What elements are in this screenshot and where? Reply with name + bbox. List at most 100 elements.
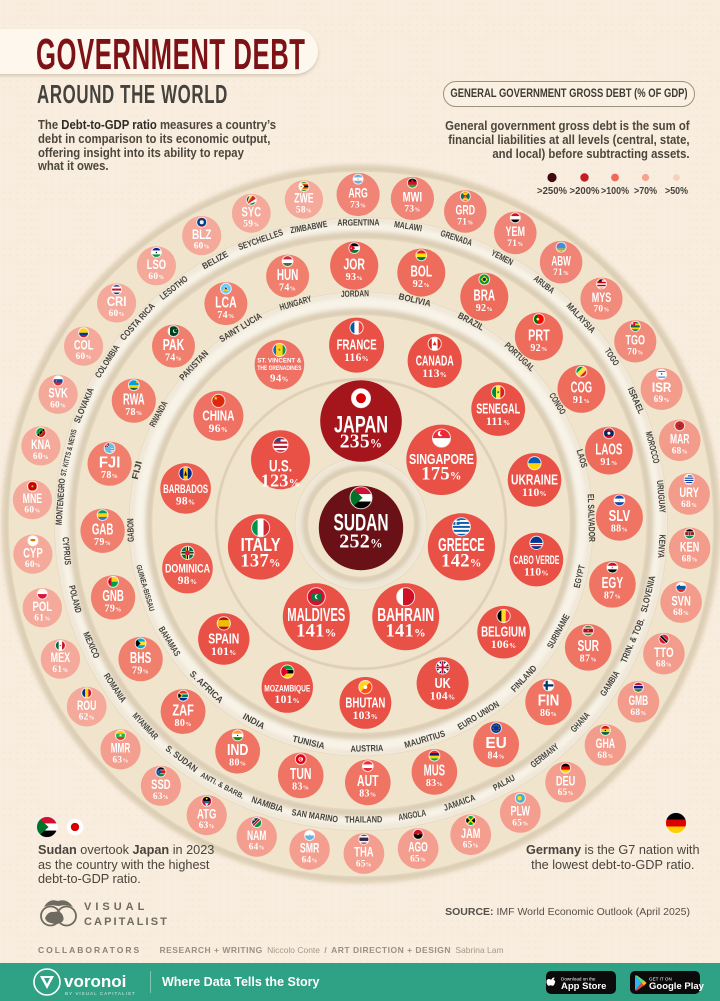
svg-text:GHA: GHA <box>596 735 616 751</box>
svg-text:64%: 64% <box>249 843 265 853</box>
svg-text:IND: IND <box>227 742 249 759</box>
svg-text:58%: 58% <box>296 206 312 216</box>
svg-text:AUT: AUT <box>357 773 379 790</box>
svg-text:68%: 68% <box>673 608 689 618</box>
svg-text:ROU: ROU <box>77 697 97 713</box>
svg-text:65%: 65% <box>558 788 574 798</box>
svg-text:JORDAN: JORDAN <box>341 288 369 299</box>
svg-text:101%: 101% <box>211 646 237 658</box>
svg-text:79%: 79% <box>132 665 149 676</box>
svg-text:92%: 92% <box>530 343 547 354</box>
svg-text:92%: 92% <box>476 303 493 314</box>
svg-text:65%: 65% <box>463 841 479 851</box>
svg-text:TTO: TTO <box>654 644 674 660</box>
svg-text:106%: 106% <box>491 639 517 651</box>
svg-text:ARGENTINA: ARGENTINA <box>337 217 380 227</box>
svg-text:252%: 252% <box>339 531 383 553</box>
svg-text:JAPAN: JAPAN <box>334 412 388 439</box>
svg-text:GREECE: GREECE <box>438 534 485 555</box>
svg-text:U.S.: U.S. <box>269 456 292 475</box>
svg-text:MOZAMBIQUE: MOZAMBIQUE <box>264 684 310 695</box>
svg-text:60%: 60% <box>50 400 66 410</box>
svg-text:71%: 71% <box>507 239 523 249</box>
svg-text:104%: 104% <box>430 690 456 702</box>
svg-text:MALAWI: MALAWI <box>393 219 422 233</box>
svg-text:THA: THA <box>354 844 374 860</box>
svg-text:235%: 235% <box>340 432 383 453</box>
svg-text:BARBADOS: BARBADOS <box>163 482 208 496</box>
svg-text:NAM: NAM <box>247 827 267 843</box>
svg-text:ANGOLA: ANGOLA <box>397 808 427 823</box>
svg-text:MNE: MNE <box>23 490 43 506</box>
svg-text:ABW: ABW <box>551 252 571 268</box>
svg-text:68%: 68% <box>630 708 646 718</box>
svg-text:84%: 84% <box>488 751 505 762</box>
svg-text:SUDAN: SUDAN <box>334 510 389 537</box>
svg-text:CRI: CRI <box>107 293 127 309</box>
svg-text:93%: 93% <box>346 272 363 283</box>
svg-text:74%: 74% <box>165 352 182 363</box>
svg-text:EGY: EGY <box>602 575 624 592</box>
svg-text:FIN: FIN <box>538 693 560 710</box>
svg-text:74%: 74% <box>217 310 234 321</box>
svg-text:ST. VINCENT &: ST. VINCENT & <box>257 358 301 365</box>
svg-text:Google Play: Google Play <box>649 981 705 992</box>
svg-text:>100%: >100% <box>601 186 629 197</box>
svg-text:62%: 62% <box>79 713 95 723</box>
svg-text:SSD: SSD <box>151 776 171 792</box>
svg-text:68%: 68% <box>672 446 688 456</box>
svg-text:YEM: YEM <box>506 223 526 239</box>
svg-text:ARG: ARG <box>348 185 368 201</box>
svg-text:Where Data Tells the Story: Where Data Tells the Story <box>162 975 319 989</box>
svg-text:COL: COL <box>74 336 94 352</box>
svg-text:78%: 78% <box>101 470 118 481</box>
svg-text:LSO: LSO <box>147 256 167 272</box>
svg-text:HUN: HUN <box>277 267 299 284</box>
svg-text:63%: 63% <box>112 755 128 765</box>
svg-text:PRT: PRT <box>528 327 550 344</box>
svg-text:65%: 65% <box>356 860 372 870</box>
svg-text:KEN: KEN <box>680 539 700 555</box>
svg-text:ATG: ATG <box>197 805 217 821</box>
svg-text:68%: 68% <box>656 660 672 670</box>
svg-text:78%: 78% <box>125 407 142 418</box>
svg-text:ISR: ISR <box>652 379 672 395</box>
svg-text:GET IT ON: GET IT ON <box>649 977 672 982</box>
svg-text:CYPRUS: CYPRUS <box>60 536 73 565</box>
svg-text:BY VISUAL CAPITALIST: BY VISUAL CAPITALIST <box>65 991 136 996</box>
svg-text:FIJI: FIJI <box>130 460 144 481</box>
svg-text:110%: 110% <box>524 567 549 579</box>
svg-text:SMR: SMR <box>300 840 320 856</box>
svg-text:PLW: PLW <box>511 803 531 819</box>
svg-text:68%: 68% <box>681 500 697 510</box>
svg-text:86%: 86% <box>540 708 557 719</box>
svg-text:>70%: >70% <box>634 186 657 197</box>
svg-text:KNA: KNA <box>31 436 51 452</box>
svg-text:KENYA: KENYA <box>656 534 668 558</box>
svg-text:70%: 70% <box>627 347 643 357</box>
svg-text:70%: 70% <box>593 305 609 315</box>
svg-text:SENEGAL: SENEGAL <box>476 401 520 418</box>
svg-text:65%: 65% <box>512 818 528 828</box>
svg-text:CANADA: CANADA <box>416 352 454 369</box>
svg-text:68%: 68% <box>682 554 698 564</box>
svg-text:88%: 88% <box>611 524 628 535</box>
svg-text:AGO: AGO <box>408 839 428 855</box>
svg-text:61%: 61% <box>34 614 50 624</box>
svg-text:THE GRENADINES: THE GRENADINES <box>257 365 301 372</box>
svg-text:FJI: FJI <box>99 455 121 472</box>
svg-text:98%: 98% <box>178 575 198 587</box>
svg-text:MEX: MEX <box>51 649 71 665</box>
svg-text:74%: 74% <box>279 282 296 293</box>
svg-text:CAPITALIST: CAPITALIST <box>84 916 169 928</box>
svg-text:116%: 116% <box>344 352 369 364</box>
svg-text:>250%: >250% <box>537 186 567 197</box>
svg-text:DOMINICA: DOMINICA <box>165 562 210 576</box>
svg-text:Download on the: Download on the <box>561 977 596 982</box>
svg-text:TUN: TUN <box>290 766 312 783</box>
svg-text:GNB: GNB <box>102 588 124 605</box>
svg-text:65%: 65% <box>410 855 426 865</box>
svg-text:LCA: LCA <box>215 294 237 311</box>
svg-text:92%: 92% <box>413 279 430 290</box>
svg-text:MWI: MWI <box>403 189 423 205</box>
